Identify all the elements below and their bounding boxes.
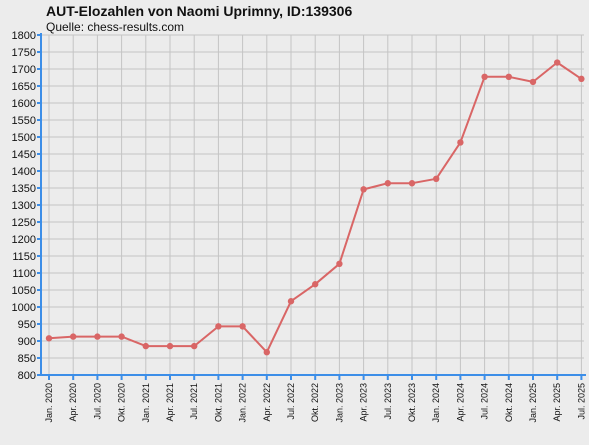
y-tick-label: 1450 (12, 149, 36, 161)
data-point (70, 333, 77, 340)
data-point (239, 323, 246, 330)
y-tick-label: 1150 (12, 251, 36, 263)
data-point (118, 333, 125, 340)
x-tick-label: Apr. 2025 (552, 383, 562, 422)
data-point (529, 78, 537, 86)
data-point (457, 139, 464, 146)
data-point (215, 323, 222, 330)
x-tick-label: Apr. 2021 (165, 383, 175, 422)
chart-subtitle: Quelle: chess-results.com (46, 20, 185, 34)
data-point (263, 349, 270, 356)
data-point (45, 335, 53, 342)
data-point (554, 59, 561, 66)
y-tick-label: 1750 (12, 47, 36, 59)
y-tick-label: 1400 (12, 166, 36, 178)
y-tick-label: 1550 (12, 115, 36, 127)
y-tick-label: 1800 (12, 30, 36, 42)
data-point (384, 180, 391, 187)
x-tick-label: Apr. 2022 (262, 383, 272, 422)
data-point (287, 298, 295, 305)
y-tick-label: 1500 (12, 132, 36, 144)
y-tick-label: 1050 (12, 285, 36, 297)
x-tick-label: Okt. 2021 (213, 383, 223, 422)
x-tick-label: Okt. 2022 (310, 383, 320, 422)
data-point (360, 186, 367, 193)
x-tick-label: Okt. 2023 (407, 383, 417, 422)
x-tick-label: Apr. 2020 (68, 383, 78, 422)
y-tick-label: 1200 (12, 234, 36, 246)
y-tick-label: 1100 (12, 268, 36, 280)
data-point (142, 342, 149, 350)
chart-title: AUT-Elozahlen von Naomi Uprimny, ID:1393… (46, 3, 353, 19)
y-tick-label: 850 (18, 353, 36, 365)
x-tick-label: Jul. 2024 (480, 383, 490, 420)
y-tick-label: 1300 (12, 200, 36, 212)
x-tick-label: Jul. 2022 (286, 383, 296, 420)
x-tick-label: Jan. 2020 (44, 383, 54, 423)
data-point (336, 260, 343, 268)
y-tick-label: 900 (18, 336, 36, 348)
x-tick-label: Jul. 2023 (383, 383, 393, 420)
x-tick-label: Jan. 2022 (238, 383, 248, 423)
y-tick-label: 1000 (12, 302, 36, 314)
x-tick-label: Jul. 2020 (92, 383, 102, 420)
y-tick-label: 1250 (12, 217, 36, 229)
y-tick-label: 1650 (12, 81, 36, 93)
data-point (433, 175, 440, 183)
data-point (94, 333, 101, 340)
x-tick-label: Apr. 2023 (359, 383, 369, 422)
y-tick-label: 1700 (12, 64, 36, 76)
data-point (481, 73, 488, 81)
x-tick-label: Jul. 2021 (189, 383, 199, 420)
x-tick-label: Jan. 2023 (334, 383, 344, 423)
data-point (312, 281, 319, 288)
data-point (408, 180, 416, 187)
x-tick-label: Jul. 2025 (576, 383, 586, 420)
data-point (191, 342, 198, 350)
y-tick-label: 1350 (12, 183, 36, 195)
y-tick-label: 800 (18, 370, 36, 382)
x-tick-label: Jan. 2021 (141, 383, 151, 423)
x-tick-label: Jan. 2025 (528, 383, 538, 423)
x-tick-label: Okt. 2024 (504, 383, 514, 422)
x-tick-label: Jan. 2024 (431, 383, 441, 423)
x-tick-label: Okt. 2020 (117, 383, 127, 422)
data-point (578, 75, 585, 83)
y-tick-label: 950 (18, 319, 36, 331)
data-point (505, 73, 512, 81)
data-point (166, 342, 174, 350)
y-tick-label: 1600 (12, 98, 36, 110)
x-tick-label: Apr. 2024 (455, 383, 465, 422)
